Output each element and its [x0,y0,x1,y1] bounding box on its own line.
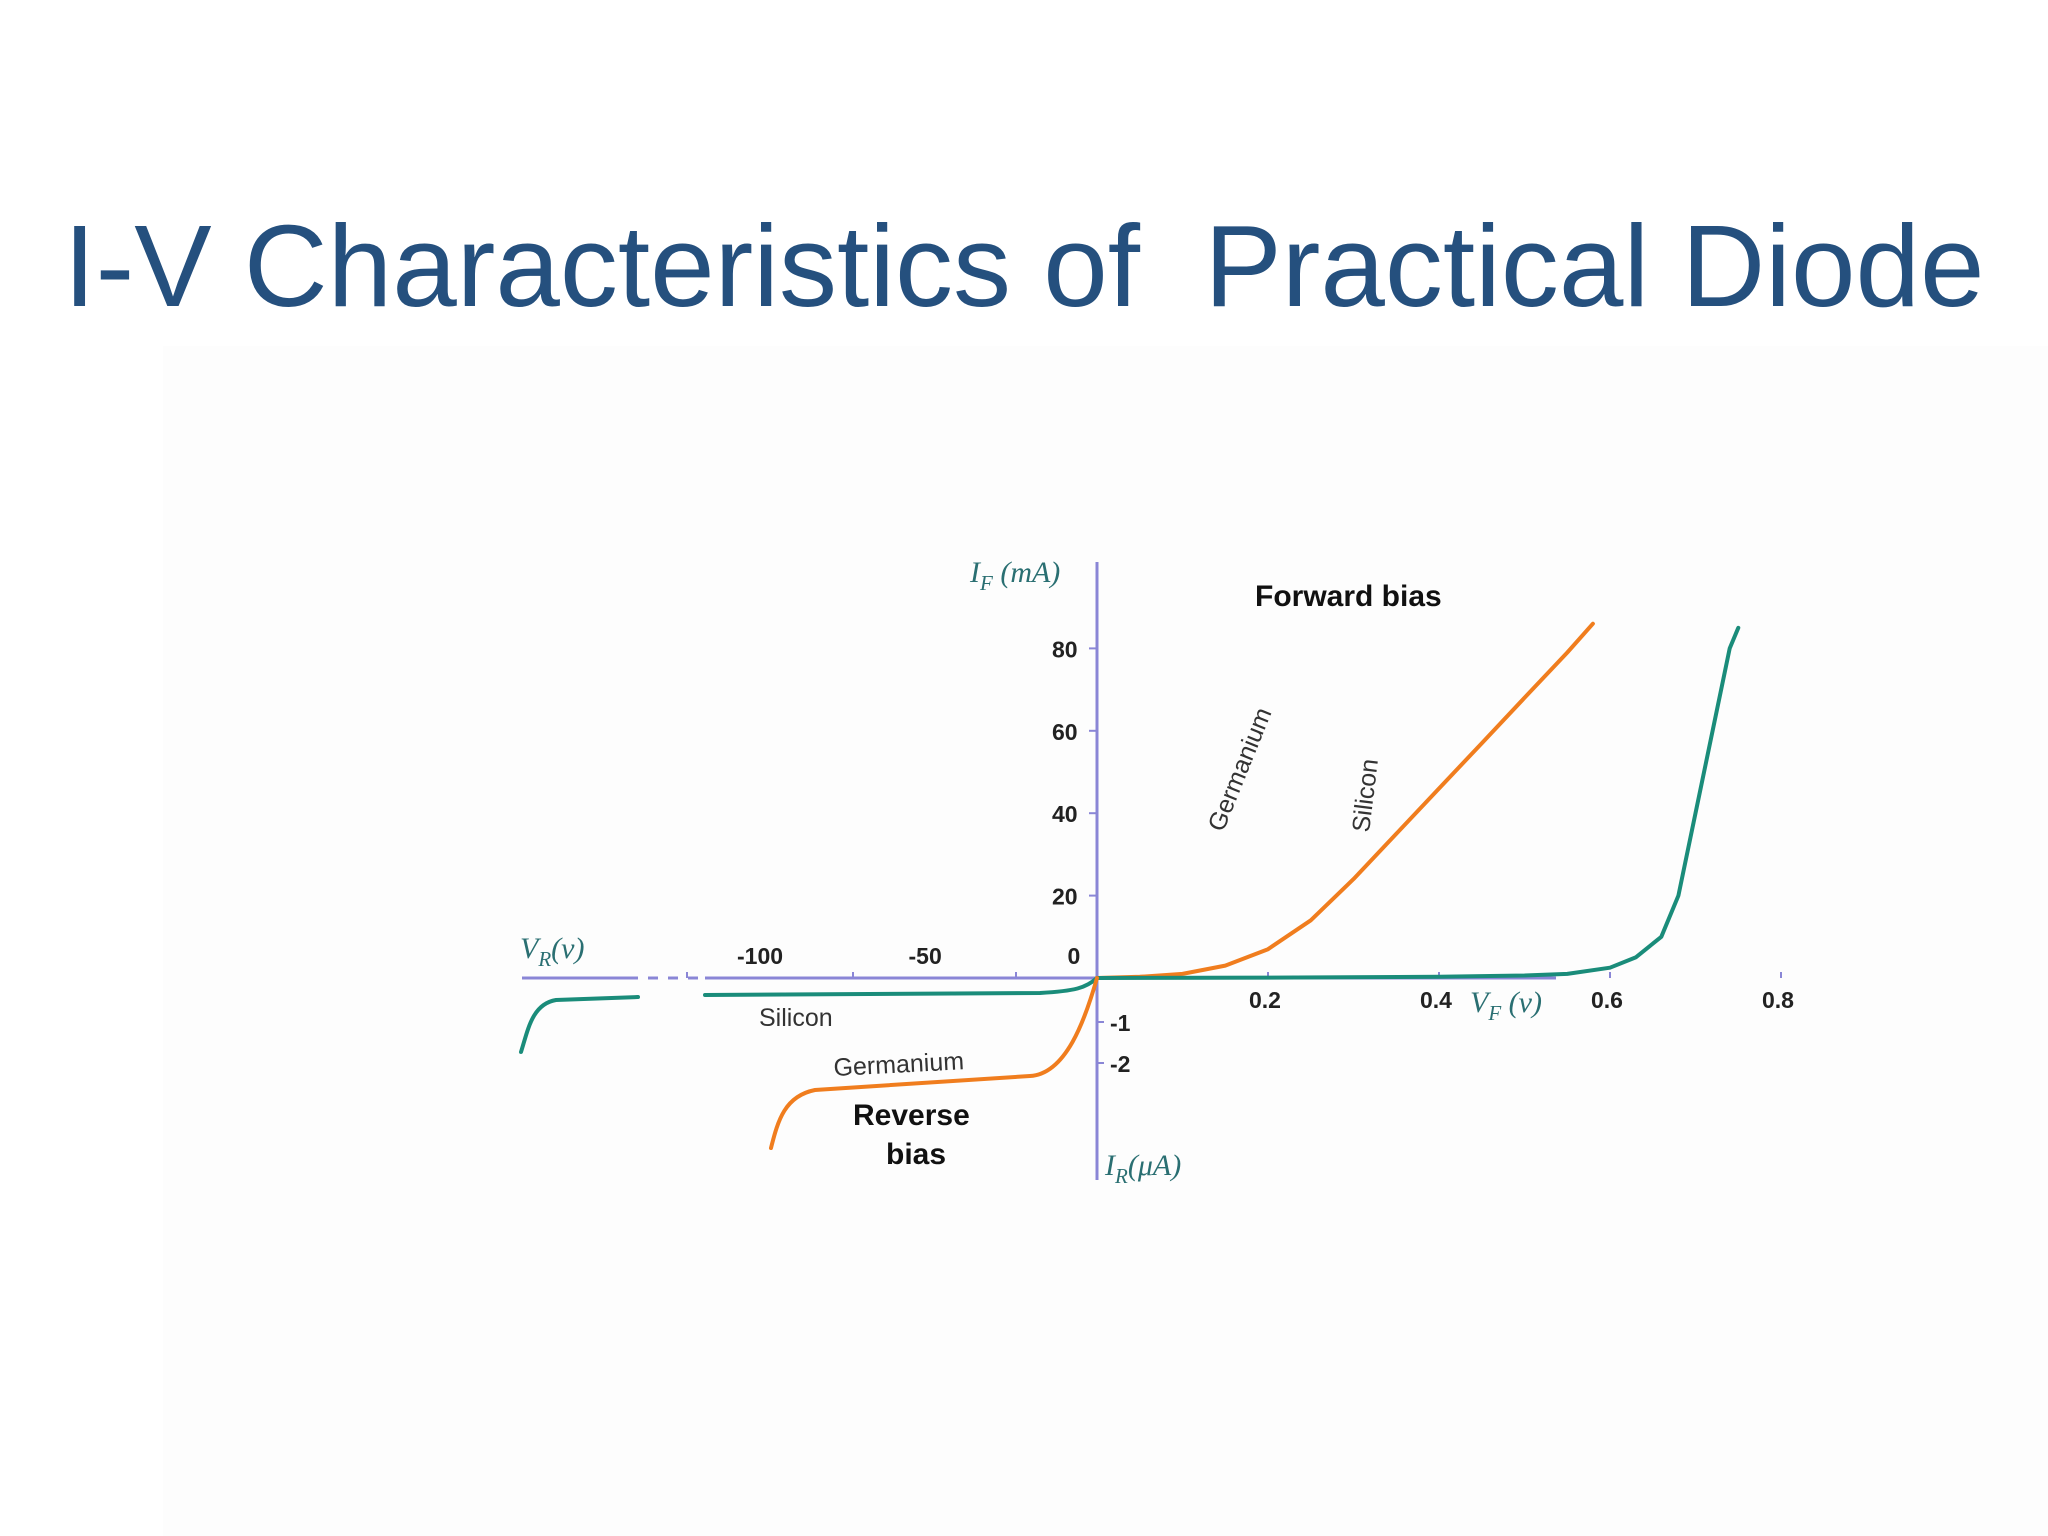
forward-bias-label: Forward bias [1255,580,1442,613]
y-tick-label-reverse: -1 [1110,1010,1131,1036]
reverse-bias-label-line2: bias [886,1138,946,1171]
x-tick-label: 0.2 [1249,987,1281,1013]
x-tick-label-reverse: -100 [737,943,783,969]
chart-axes [522,562,1782,1180]
x-tick-label: 0.4 [1420,987,1452,1013]
y-tick-label: 40 [1052,801,1078,827]
germanium-forward-curve [1095,621,1595,980]
silicon-reverse-curve-right [703,976,1099,997]
x-tick-label-reverse: 0 [1068,943,1081,969]
chart-curves [519,621,1741,1150]
silicon-forward-label: Silicon [1347,757,1384,834]
silicon-reverse-curve-left [519,995,640,1054]
silicon-reverse-label: Silicon [759,1004,833,1032]
y-tick-label: 20 [1052,884,1078,910]
y-tick-label-reverse: -2 [1110,1051,1130,1077]
slide-background-panel [163,346,2048,1536]
germanium-reverse-curve [769,976,1099,1150]
slide-title: I-V Characteristics of Practical Diode [63,201,1985,331]
x-tick-label: 0.8 [1762,987,1794,1013]
reverse-bias-label-line1: Reverse [853,1099,970,1132]
germanium-reverse-label: Germanium [833,1047,965,1082]
y-tick-label: 60 [1052,719,1078,745]
chart-labels: 0.2 0.4 0.6 0.8 20 40 60 80 -100 -50 0 -1 -2 IF (mA) I… [520,556,1794,1188]
ir-axis-title: IR(μA) [1104,1149,1181,1188]
vf-axis-title: VF (v) [1470,986,1542,1025]
silicon-forward-curve [1095,625,1741,980]
y-tick-label: 80 [1052,636,1078,662]
x-tick-label: 0.6 [1591,987,1623,1013]
vr-axis-title: VR(v) [520,932,584,971]
germanium-forward-label: Germanium [1203,704,1278,836]
if-axis-title: IF (mA) [969,556,1060,595]
x-tick-label-reverse: -50 [909,943,942,969]
